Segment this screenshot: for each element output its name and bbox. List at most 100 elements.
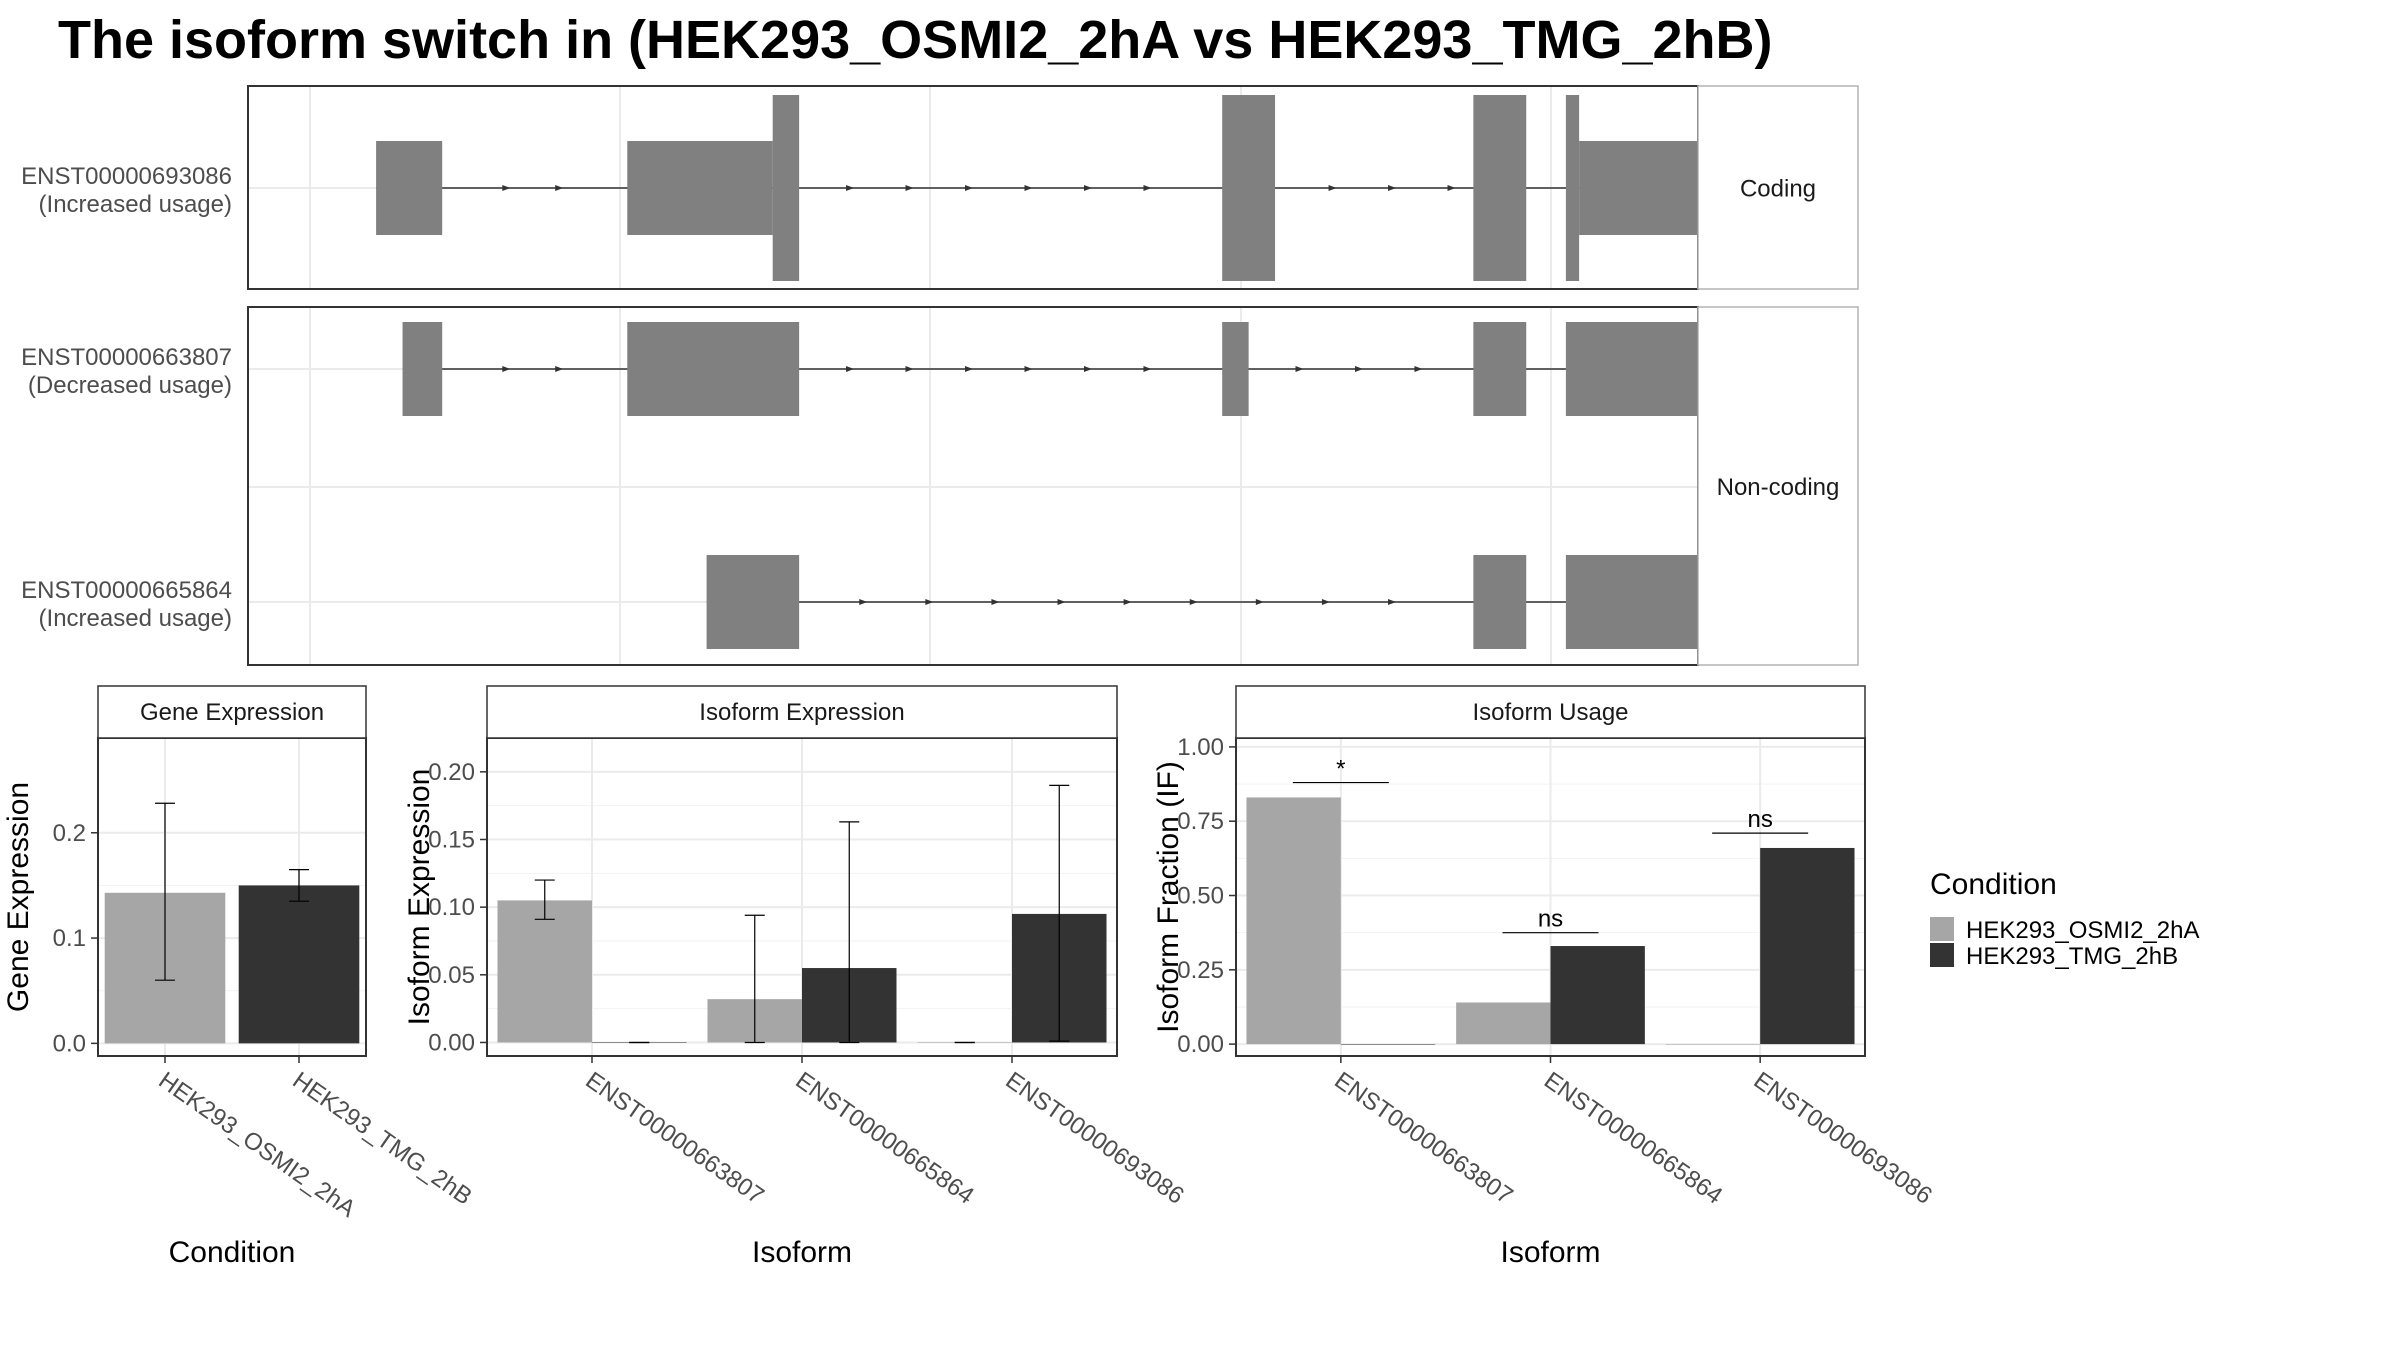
isoform-usage-label: (Increased usage) xyxy=(39,191,232,218)
intron-direction-arrow xyxy=(1189,599,1198,605)
exon-block xyxy=(1565,95,1580,281)
y-axis-title: Isoform Expression xyxy=(403,769,436,1026)
intron-direction-arrow xyxy=(965,366,973,372)
intron-direction-arrow xyxy=(1388,599,1397,605)
exon-block xyxy=(1579,141,1699,235)
intron-direction-arrow xyxy=(1123,599,1132,605)
legend-swatch xyxy=(1930,943,1954,967)
y-axis-title: Isoform Fraction (IF) xyxy=(1152,761,1185,1033)
legend-title: Condition xyxy=(1930,868,2057,901)
intron-direction-arrow xyxy=(1143,366,1152,372)
y-tick-label: 0.25 xyxy=(1177,957,1224,984)
intron-direction-arrow xyxy=(1447,185,1456,191)
x-axis-title: Condition xyxy=(169,1236,296,1269)
intron-direction-arrow xyxy=(1024,185,1033,191)
x-tick-label: ENST00000665864 xyxy=(1539,1067,1727,1210)
intron-direction-arrow xyxy=(1083,185,1092,191)
intron-direction-arrow xyxy=(991,599,1000,605)
panel-strip xyxy=(486,685,1118,739)
y-tick-label: 0.75 xyxy=(1177,808,1224,835)
facet-strip xyxy=(1697,306,1859,666)
intron-direction-arrow xyxy=(555,366,564,372)
exon-block xyxy=(627,141,773,235)
isoform-id-label: ENST00000693086 xyxy=(21,163,232,190)
x-tick-label: ENST00000663807 xyxy=(581,1067,769,1210)
bar xyxy=(1665,1044,1761,1045)
intron-direction-arrow xyxy=(1057,599,1066,605)
y-tick-label: 1.00 xyxy=(1177,734,1224,761)
x-tick-label: ENST00000693086 xyxy=(1001,1067,1189,1210)
intron-direction-arrow xyxy=(1414,366,1423,372)
bar xyxy=(1340,1044,1436,1045)
panel-title: Isoform Usage xyxy=(1472,699,1628,726)
intron-direction-arrow xyxy=(502,185,511,191)
intron-direction-arrow xyxy=(1255,599,1264,605)
bar xyxy=(1246,797,1341,1045)
isoform-usage-label: (Increased usage) xyxy=(39,605,232,632)
y-tick-label: 0.0 xyxy=(53,1030,86,1057)
y-tick-label: 0.1 xyxy=(53,925,86,952)
facet-strip-label: Coding xyxy=(1740,176,1816,203)
bar xyxy=(1550,946,1645,1045)
facet-strip-label: Non-coding xyxy=(1717,474,1840,501)
bar xyxy=(497,900,592,1043)
panel-title: Isoform Expression xyxy=(699,699,904,726)
intron-direction-arrow xyxy=(1328,185,1337,191)
intron-direction-arrow xyxy=(905,185,914,191)
intron-direction-arrow xyxy=(859,599,868,605)
intron-direction-arrow xyxy=(555,185,564,191)
x-tick-label: ENST00000665864 xyxy=(791,1067,979,1210)
y-tick-label: 0.05 xyxy=(428,962,475,989)
intron-direction-arrow xyxy=(846,185,855,191)
intron-direction-arrow xyxy=(965,185,973,191)
intron-direction-arrow xyxy=(1354,366,1363,372)
legend-label: HEK293_TMG_2hB xyxy=(1966,943,2178,970)
exon-block xyxy=(706,555,800,649)
isoform-usage-label: (Decreased usage) xyxy=(28,372,232,399)
y-tick-label: 0.10 xyxy=(428,894,475,921)
exon-block xyxy=(1222,322,1249,416)
exon-block xyxy=(1222,95,1276,281)
y-tick-label: 0.00 xyxy=(428,1029,475,1056)
y-axis-title: Gene Expression xyxy=(2,782,35,1012)
intron-direction-arrow xyxy=(502,366,511,372)
isoform-id-label: ENST00000665864 xyxy=(21,577,232,604)
x-axis-title: Isoform xyxy=(1500,1236,1600,1269)
x-tick-label: ENST00000693086 xyxy=(1749,1067,1937,1210)
significance-label: ns xyxy=(1747,806,1772,833)
bar xyxy=(1760,847,1855,1045)
panel-strip xyxy=(1235,685,1866,739)
exon-block xyxy=(376,141,443,235)
intron-direction-arrow xyxy=(1083,366,1092,372)
significance-label: ns xyxy=(1538,906,1563,933)
exon-block xyxy=(1565,322,1699,416)
legend-label: HEK293_OSMI2_2hA xyxy=(1966,917,2199,944)
intron-direction-arrow xyxy=(905,366,914,372)
x-tick-label: ENST00000663807 xyxy=(1329,1067,1517,1210)
intron-direction-arrow xyxy=(1388,185,1397,191)
y-tick-label: 0.2 xyxy=(53,820,86,847)
y-tick-label: 0.50 xyxy=(1177,883,1224,910)
intron-direction-arrow xyxy=(1321,599,1330,605)
figure-title: The isoform switch in (HEK293_OSMI2_2hA … xyxy=(58,10,1772,70)
y-tick-label: 0.15 xyxy=(428,826,475,853)
intron-direction-arrow xyxy=(846,366,855,372)
exon-block xyxy=(1473,555,1527,649)
y-tick-label: 0.00 xyxy=(1177,1031,1224,1058)
exon-block xyxy=(402,322,443,416)
y-tick-label: 0.20 xyxy=(428,759,475,786)
intron-direction-arrow xyxy=(1024,366,1033,372)
bar xyxy=(238,885,360,1044)
bar xyxy=(1456,1002,1551,1045)
intron-direction-arrow xyxy=(925,599,934,605)
intron-direction-arrow xyxy=(1295,366,1304,372)
exon-block xyxy=(772,95,800,281)
isoform-id-label: ENST00000663807 xyxy=(21,344,232,371)
panel-strip xyxy=(97,685,367,739)
exon-block xyxy=(1565,555,1699,649)
significance-label: * xyxy=(1336,756,1345,783)
intron-direction-arrow xyxy=(1143,185,1152,191)
facet-strip xyxy=(1697,85,1859,290)
x-axis-title: Isoform xyxy=(752,1236,852,1269)
